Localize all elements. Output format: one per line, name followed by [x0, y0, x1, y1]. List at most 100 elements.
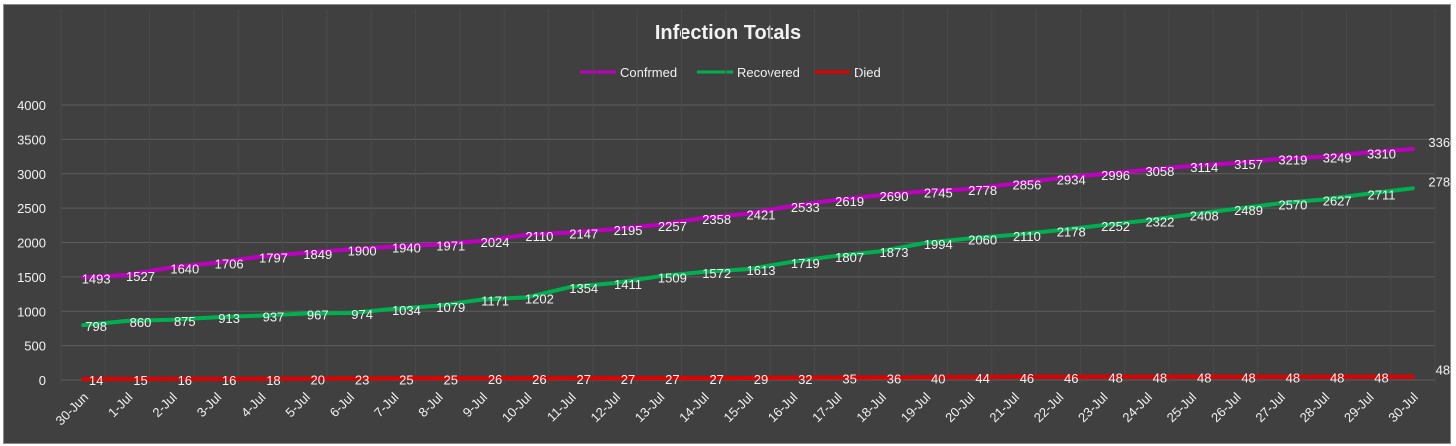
x-tick-label: 18-Jul [853, 389, 889, 425]
legend-label-1: Recovered [737, 65, 800, 80]
x-tick-label: 21-Jul [986, 389, 1022, 425]
x-axis: 30-Jun 1-Jul 2-Jul 3-Jul 4-Jul 5-Jul 6-Jul 7-Ju… [53, 389, 1421, 428]
data-label: 14 [89, 373, 103, 388]
x-tick-label: 15-Jul [720, 389, 756, 425]
data-label: 16 [222, 373, 236, 388]
data-label: 2711 [1368, 188, 1396, 203]
data-label: 2358 [702, 212, 731, 227]
data-label: 937 [263, 310, 285, 325]
line-chart: Infection Totals Confrmed Recovered Died 0… [17, 9, 1452, 428]
data-label: 46 [1064, 371, 1078, 386]
data-label: 1873 [880, 245, 909, 260]
data-label: 35 [842, 372, 856, 387]
data-label: 2421 [747, 208, 776, 223]
x-tick-label: 1-Jul [105, 389, 136, 420]
data-label: 2745 [924, 185, 953, 200]
data-label: 2110 [525, 229, 553, 244]
data-label: 2110 [1013, 229, 1041, 244]
x-tick-label: 19-Jul [898, 389, 934, 425]
x-tick-label: 8-Jul [415, 389, 446, 420]
data-label: 1971 [436, 238, 465, 253]
data-label: 1613 [747, 263, 776, 278]
data-label: 48 [1436, 363, 1450, 378]
x-tick-label: 10-Jul [499, 389, 535, 425]
data-label: 2408 [1190, 208, 1219, 223]
y-tick-label: 3000 [17, 167, 46, 182]
y-tick-label: 0 [39, 373, 46, 388]
data-label: 1171 [481, 293, 509, 308]
data-label: 1572 [702, 266, 731, 281]
data-label: 26 [532, 372, 546, 387]
series-line-died [81, 374, 1415, 381]
data-label: 860 [130, 315, 152, 330]
data-label: 1849 [303, 247, 332, 262]
data-label: 48 [1108, 371, 1122, 386]
data-label: 3249 [1323, 151, 1352, 166]
data-label: 15 [133, 373, 147, 388]
data-label: 3114 [1190, 160, 1218, 175]
data-label: 2996 [1101, 168, 1130, 183]
data-label: 875 [174, 314, 196, 329]
x-tick-label: 27-Jul [1252, 389, 1288, 425]
data-label: 2856 [1012, 178, 1041, 193]
y-tick-label: 4000 [17, 98, 46, 113]
data-label: 2178 [1057, 224, 1086, 239]
data-label: 32 [798, 372, 812, 387]
data-label: 40 [931, 371, 945, 386]
y-tick-label: 2000 [17, 236, 46, 251]
data-label: 1900 [348, 243, 377, 258]
data-label: 25 [399, 372, 413, 387]
data-label: 2489 [1234, 203, 1263, 218]
x-tick-label: 11-Jul [544, 389, 579, 424]
data-label: 1994 [924, 237, 953, 252]
data-label: 3157 [1234, 157, 1263, 172]
x-tick-label: 22-Jul [1031, 389, 1067, 425]
data-label: 967 [307, 308, 329, 323]
x-tick-label: 24-Jul [1119, 389, 1155, 425]
x-tick-label: 5-Jul [282, 389, 313, 420]
chart-area: Infection Totals Confrmed Recovered Died 0… [3, 4, 1452, 444]
data-label: 2195 [614, 223, 643, 238]
data-label: 1940 [392, 241, 421, 256]
x-tick-label: 3-Jul [194, 389, 225, 420]
data-label: 27 [709, 372, 723, 387]
data-label: 2024 [481, 235, 510, 250]
data-label: 3360 [1428, 135, 1452, 150]
x-tick-label: 30-Jun [53, 390, 92, 429]
data-label: 16 [178, 373, 192, 388]
legend: Confrmed Recovered Died [580, 65, 881, 80]
data-label: 2060 [968, 232, 997, 247]
series-line-confrmed [81, 147, 1415, 280]
data-label: 798 [85, 319, 107, 334]
series-lines [81, 147, 1415, 381]
y-tick-label: 1500 [17, 270, 46, 285]
x-tick-label: 26-Jul [1208, 389, 1244, 425]
data-label: 2257 [658, 219, 687, 234]
data-label: 26 [488, 372, 502, 387]
y-tick-label: 3500 [17, 132, 46, 147]
x-tick-label: 9-Jul [460, 389, 491, 420]
data-label: 25 [444, 372, 458, 387]
legend-label-2: Died [854, 65, 881, 80]
data-label: 2147 [569, 226, 598, 241]
x-tick-label: 20-Jul [942, 389, 978, 425]
data-label: 3219 [1278, 153, 1307, 168]
data-label: 48 [1241, 371, 1255, 386]
data-label: 1807 [835, 250, 864, 265]
x-tick-label: 14-Jul [676, 389, 712, 425]
data-label: 1034 [392, 303, 421, 318]
data-label: 1079 [436, 300, 465, 315]
data-label: 3310 [1367, 146, 1396, 161]
x-tick-label: 2-Jul [149, 389, 180, 420]
data-label: 2788 [1428, 174, 1452, 189]
y-tick-label: 500 [24, 339, 46, 354]
data-label: 1640 [170, 261, 199, 276]
data-label: 2322 [1145, 214, 1174, 229]
x-tick-label: 4-Jul [238, 389, 269, 420]
data-label: 23 [355, 372, 369, 387]
x-tick-label: 6-Jul [327, 389, 358, 420]
data-label: 1493 [82, 271, 111, 286]
data-label: 48 [1330, 371, 1344, 386]
data-label: 1202 [525, 291, 554, 306]
